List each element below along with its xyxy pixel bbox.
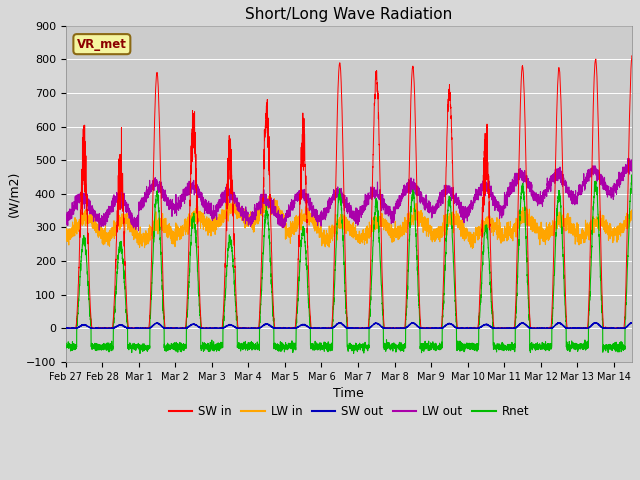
- Text: VR_met: VR_met: [77, 37, 127, 51]
- Title: Short/Long Wave Radiation: Short/Long Wave Radiation: [245, 7, 452, 22]
- X-axis label: Time: Time: [333, 387, 364, 400]
- Y-axis label: (W/m2): (W/m2): [7, 171, 20, 217]
- Legend: SW in, LW in, SW out, LW out, Rnet: SW in, LW in, SW out, LW out, Rnet: [164, 401, 534, 423]
